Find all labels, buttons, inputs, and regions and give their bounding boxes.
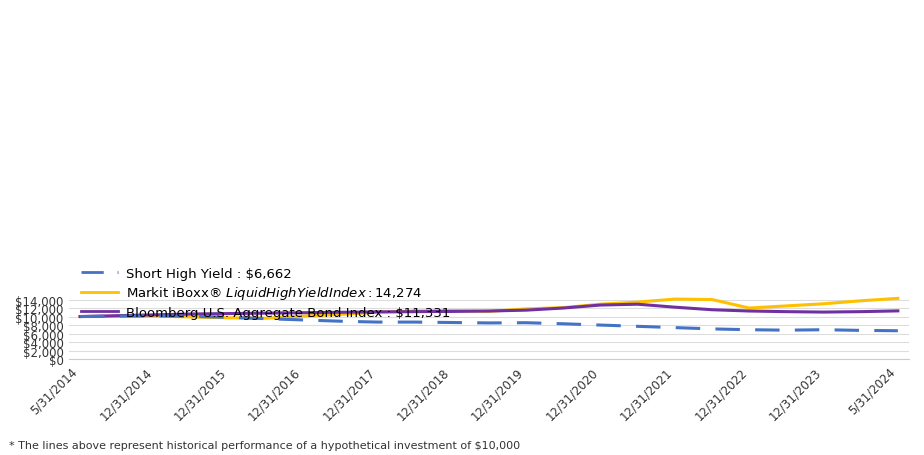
Text: * The lines above represent historical performance of a hypothetical investment : * The lines above represent historical p… [9, 440, 520, 450]
Legend: Short High Yield : $6,662, Markit iBoxx® $ Liquid High Yield Index : $14,274, Bl: Short High Yield : $6,662, Markit iBoxx®… [76, 262, 456, 324]
